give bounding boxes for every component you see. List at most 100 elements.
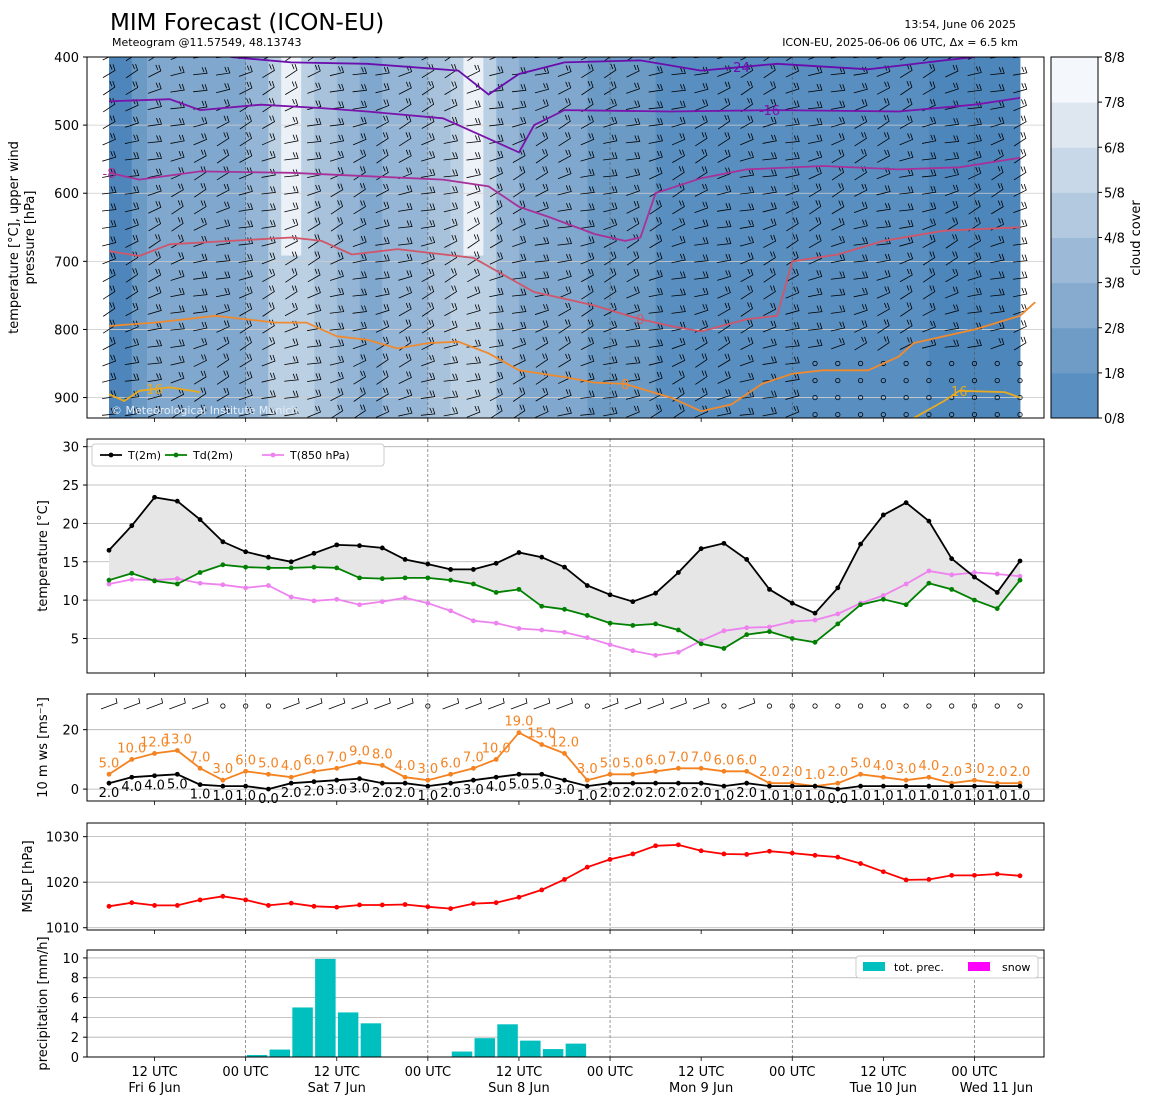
wind-barb bbox=[216, 336, 230, 351]
wind-barb bbox=[694, 304, 709, 315]
wind-barb bbox=[785, 100, 800, 110]
calm-wind-marker bbox=[903, 360, 909, 367]
cloud-column bbox=[587, 57, 611, 418]
cloud-column bbox=[215, 57, 247, 418]
data-point bbox=[152, 494, 157, 500]
wind-barb bbox=[808, 118, 823, 127]
wind-barb bbox=[329, 150, 344, 162]
wind-barb bbox=[399, 115, 412, 130]
wind-barb bbox=[147, 82, 162, 94]
wind-barb bbox=[967, 118, 982, 127]
wind-barb bbox=[671, 337, 686, 350]
wind-barb bbox=[466, 152, 481, 161]
wind-barb bbox=[215, 254, 231, 263]
wind-barb bbox=[739, 186, 755, 195]
isotherm-label: 16 bbox=[951, 385, 968, 400]
wind-barb bbox=[216, 405, 230, 418]
data-point bbox=[994, 871, 1000, 877]
precip-legend: tot. prec. snow bbox=[855, 955, 1039, 979]
data-point bbox=[425, 777, 431, 783]
wind-barb bbox=[147, 286, 162, 299]
data-point bbox=[106, 577, 112, 583]
wind-barb bbox=[808, 217, 822, 232]
data-point bbox=[425, 904, 431, 910]
data-point bbox=[539, 554, 545, 560]
wind-barb bbox=[216, 149, 230, 164]
wind-barb bbox=[512, 166, 526, 181]
wind-barb bbox=[556, 697, 573, 710]
data-point bbox=[949, 872, 955, 878]
wind-barb bbox=[648, 287, 664, 298]
colorbar-tick-label: 5/8 bbox=[1104, 186, 1125, 201]
wind-barb bbox=[215, 83, 231, 94]
wind-barb bbox=[648, 66, 663, 77]
wind-barb bbox=[125, 268, 139, 283]
wind-barb bbox=[785, 286, 800, 299]
data-point bbox=[926, 783, 932, 789]
wind-barb bbox=[785, 356, 800, 365]
wind-barb bbox=[261, 390, 276, 399]
wind-barb bbox=[899, 219, 914, 229]
wind-barb bbox=[876, 203, 891, 212]
wind-barb bbox=[604, 57, 611, 62]
wind-barb bbox=[854, 149, 867, 164]
data-label: 6.0 bbox=[235, 753, 256, 768]
wind-barb bbox=[694, 219, 709, 230]
wind-barb bbox=[375, 115, 389, 129]
wind-barb bbox=[465, 697, 482, 710]
wind-barb bbox=[740, 302, 753, 317]
data-point bbox=[858, 602, 863, 608]
wind-barb bbox=[944, 304, 959, 315]
wind-barb bbox=[398, 389, 413, 401]
data-point bbox=[880, 774, 886, 780]
wind-barb bbox=[284, 134, 299, 144]
wind-barb bbox=[512, 235, 527, 247]
cloud-column bbox=[541, 57, 565, 418]
wind-barb bbox=[739, 151, 754, 162]
wind-barb bbox=[442, 697, 460, 710]
data-point bbox=[903, 581, 909, 587]
data-point bbox=[129, 570, 135, 576]
data-point bbox=[174, 576, 180, 582]
timestamp: 13:54, June 06 2025 bbox=[904, 18, 1016, 31]
data-label: 9.0 bbox=[349, 744, 370, 759]
wind-barb bbox=[511, 84, 527, 93]
wind-barb bbox=[420, 168, 436, 178]
wind-barb bbox=[170, 83, 185, 93]
wind-barb bbox=[100, 697, 118, 710]
wind-barb bbox=[239, 371, 253, 384]
wind-barb bbox=[808, 322, 823, 331]
data-point bbox=[972, 872, 977, 878]
wind-barb bbox=[763, 285, 776, 300]
wind-barb bbox=[739, 203, 755, 212]
page-title: MIM Forecast (ICON-EU) bbox=[110, 10, 384, 36]
wind-barb bbox=[307, 201, 321, 214]
wind-barb bbox=[671, 100, 686, 110]
wind-barb bbox=[762, 99, 777, 112]
wind-barb bbox=[329, 83, 345, 93]
wind-barb bbox=[170, 355, 185, 366]
precip-bar bbox=[269, 1049, 291, 1057]
data-label: 2.0 bbox=[668, 786, 689, 801]
colorbar-tick-label: 1/8 bbox=[1104, 367, 1125, 382]
wind-barb bbox=[353, 370, 366, 385]
data-point bbox=[858, 783, 863, 789]
data-point bbox=[584, 583, 590, 588]
wind-barb bbox=[307, 184, 322, 196]
wind-barb bbox=[557, 185, 572, 196]
wind-barb bbox=[102, 115, 116, 129]
wind-barb bbox=[557, 237, 572, 246]
wind-barb bbox=[102, 57, 110, 61]
data-point bbox=[471, 581, 476, 587]
data-label: 5.0 bbox=[99, 756, 120, 771]
wind-barb bbox=[603, 285, 617, 300]
wind-barb bbox=[262, 285, 275, 300]
data-point bbox=[835, 585, 841, 591]
wind-barb bbox=[102, 220, 117, 229]
wind-barb bbox=[695, 149, 708, 164]
wind-barb bbox=[603, 81, 617, 95]
data-point bbox=[379, 902, 385, 908]
colorbar-label: cloud cover bbox=[1129, 200, 1144, 276]
wind-barb bbox=[944, 168, 960, 179]
cloud-core bbox=[281, 57, 302, 256]
